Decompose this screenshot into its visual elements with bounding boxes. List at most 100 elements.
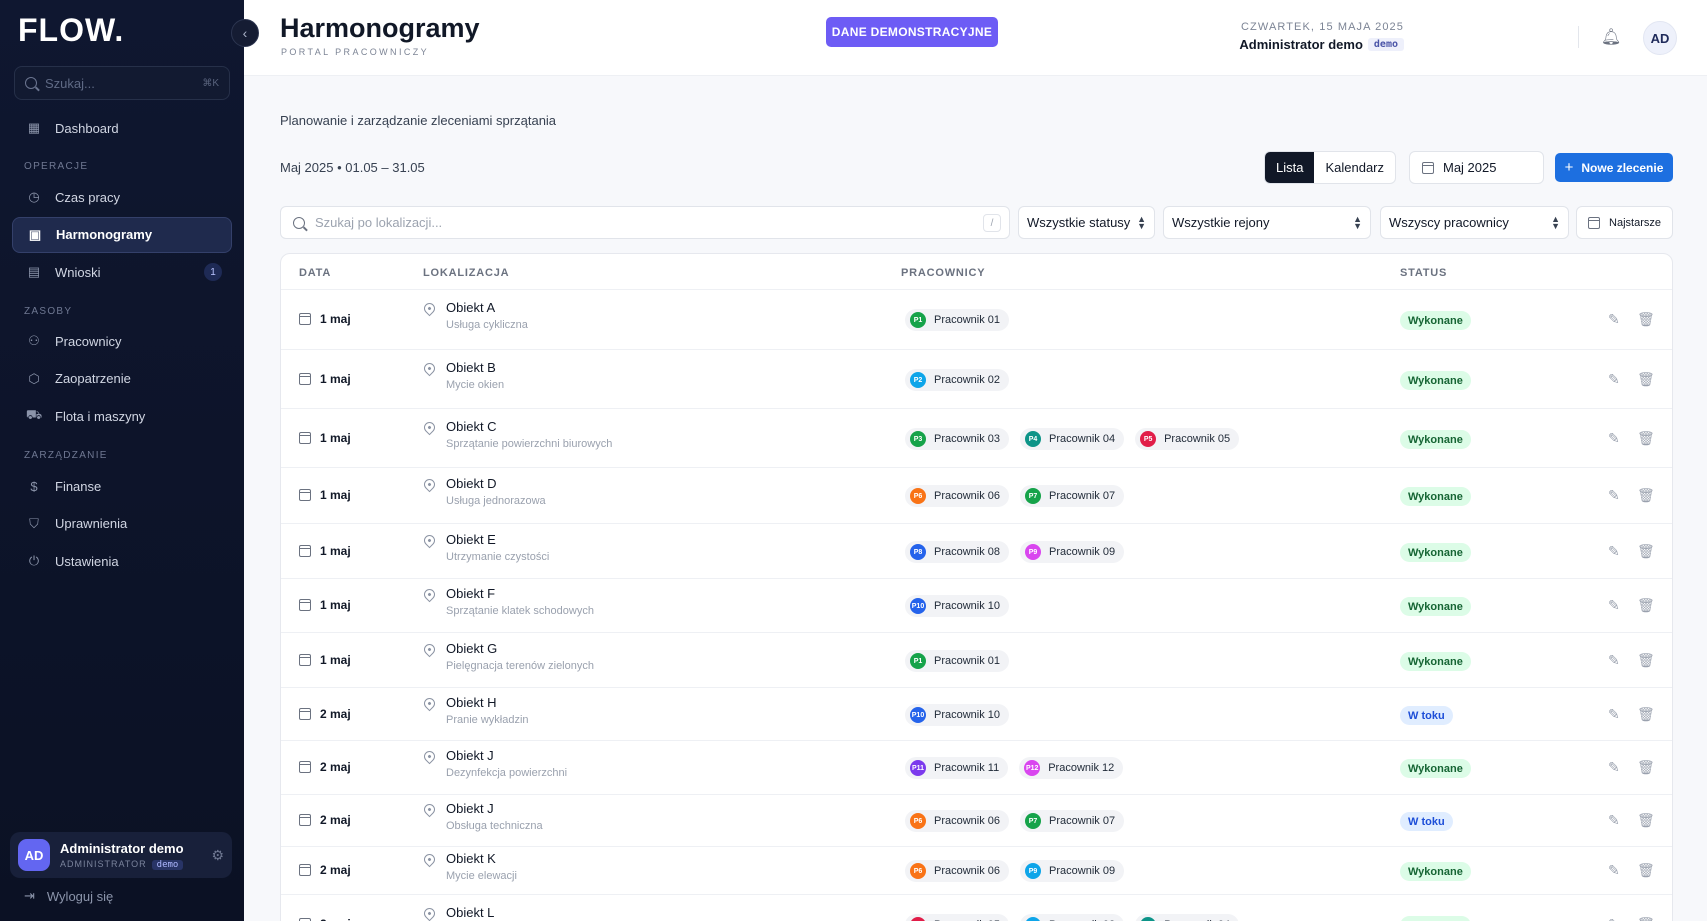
edit-icon[interactable]: ✎ <box>1608 311 1620 327</box>
table-row[interactable]: 2 maj Obiekt J Dezynfekcja powierzchni P11 P… <box>281 741 1672 795</box>
col-location[interactable]: LOKALIZACJA <box>423 267 510 279</box>
nav-section-title: ZASOBY <box>24 306 73 317</box>
region-filter-select[interactable]: Wszystkie rejony ▲ ▼ <box>1163 206 1371 239</box>
sidebar-item-uprawnienia[interactable]: ⛉ Uprawnienia <box>12 506 232 542</box>
worker-chip[interactable]: P5 Pracownik 05 <box>905 914 1010 921</box>
bell-icon[interactable]: 🔔︎ <box>1600 29 1622 46</box>
sidebar-item-flota-i-maszyny[interactable]: ⛟ Flota i maszyny <box>12 398 232 434</box>
page-subtitle: PORTAL PRACOWNICZY <box>281 47 430 57</box>
row-location: Obiekt B Mycie okien <box>421 360 504 391</box>
edit-icon[interactable]: ✎ <box>1608 862 1620 878</box>
document-icon: ▤ <box>27 264 41 279</box>
col-date[interactable]: DATA <box>299 267 332 279</box>
trash-icon[interactable]: 🗑︎ <box>1637 759 1655 775</box>
worker-chip[interactable]: P1 Pracownik 01 <box>905 309 1010 331</box>
table-row[interactable]: 1 maj Obiekt D Usługa jednorazowa P6 Pracown… <box>281 468 1672 524</box>
demo-data-button[interactable]: DANE DEMONSTRACYJNE <box>826 17 998 47</box>
edit-icon[interactable]: ✎ <box>1608 812 1620 828</box>
trash-icon[interactable]: 🗑︎ <box>1637 862 1655 878</box>
sidebar-item-czas-pracy[interactable]: ◷ Czas pracy <box>12 179 232 215</box>
edit-icon[interactable]: ✎ <box>1608 487 1620 503</box>
worker-avatar: P4 <box>1025 431 1042 447</box>
trash-icon[interactable]: 🗑︎ <box>1637 371 1655 387</box>
worker-chip[interactable]: P4 Pracownik 04 <box>1135 914 1240 921</box>
table-row[interactable]: 2 maj Obiekt LSprzątanie po remoncie P5 Pra… <box>281 895 1672 921</box>
sidebar-item-finanse[interactable]: $ Finanse <box>12 468 232 504</box>
table-row[interactable]: 2 maj Obiekt J Obsługa techniczna P6 Pracown… <box>281 795 1672 847</box>
worker-chip[interactable]: P2 Pracownik 02 <box>1020 914 1125 921</box>
worker-chip[interactable]: P12 Pracownik 12 <box>1019 757 1124 779</box>
edit-icon[interactable]: ✎ <box>1608 652 1620 668</box>
sort-button[interactable]: Najstarsze <box>1576 206 1673 239</box>
collapse-sidebar-button[interactable]: ‹ <box>231 19 259 47</box>
trash-icon[interactable]: 🗑︎ <box>1637 311 1655 327</box>
worker-chip[interactable]: P6 Pracownik 06 <box>905 860 1010 882</box>
worker-chip[interactable]: P6 Pracownik 06 <box>905 810 1010 832</box>
sidebar-search-input[interactable]: Szukaj... ⌘K <box>14 66 230 100</box>
view-list-button[interactable]: Lista <box>1265 152 1315 183</box>
trash-icon[interactable]: 🗑︎ <box>1637 706 1655 722</box>
table-row[interactable]: 1 maj Obiekt C Sprzątanie powierzchni biur… <box>281 409 1672 468</box>
sidebar-item-label: Uprawnienia <box>55 516 128 531</box>
trash-icon[interactable]: 🗑︎ <box>1637 487 1655 503</box>
table-row[interactable]: 2 maj Obiekt K Mycie elewacji P6 Pracownik 0… <box>281 847 1672 895</box>
row-date: 2 maj <box>299 917 351 921</box>
worker-chip[interactable]: P9 Pracownik 09 <box>1020 860 1125 882</box>
table-row[interactable]: 1 maj Obiekt G Pielęgnacja terenów zielony… <box>281 633 1672 688</box>
month-picker[interactable]: Maj 2025 <box>1409 151 1544 184</box>
new-order-button[interactable]: + Nowe zlecenie <box>1555 153 1673 182</box>
table-row[interactable]: 2 maj Obiekt H Pranie wykładzin P10 Pracowni… <box>281 688 1672 741</box>
trash-icon[interactable]: 🗑︎ <box>1637 652 1655 668</box>
sidebar-user-card[interactable]: AD Administrator demo ADMINISTRATOR demo … <box>10 832 232 878</box>
worker-chip[interactable]: P1 Pracownik 01 <box>905 650 1010 672</box>
edit-icon[interactable]: ✎ <box>1608 371 1620 387</box>
table-row[interactable]: 1 maj Obiekt B Mycie okien P2 Pracownik 02 Wy… <box>281 350 1672 409</box>
edit-icon[interactable]: ✎ <box>1608 430 1620 446</box>
worker-chip[interactable]: P10 Pracownik 10 <box>905 595 1010 617</box>
trash-icon[interactable]: 🗑︎ <box>1637 812 1655 828</box>
location-name: Obiekt K <box>446 851 496 866</box>
edit-icon[interactable]: ✎ <box>1608 597 1620 613</box>
table-row[interactable]: 1 maj Obiekt A Usługa cykliczna P1 Pracownik… <box>281 290 1672 350</box>
worker-chip[interactable]: P11 Pracownik 11 <box>905 757 1009 779</box>
table-row[interactable]: 1 maj Obiekt E Utrzymanie czystości P8 Praco… <box>281 524 1672 579</box>
worker-chip[interactable]: P6 Pracownik 06 <box>905 485 1010 507</box>
table-row[interactable]: 1 maj Obiekt F Sprzątanie klatek schodowyc… <box>281 579 1672 633</box>
worker-chip[interactable]: P8 Pracownik 08 <box>905 541 1010 563</box>
edit-icon[interactable]: ✎ <box>1608 706 1620 722</box>
col-status[interactable]: STATUS <box>1400 267 1448 279</box>
worker-chip[interactable]: P7 Pracownik 07 <box>1020 485 1125 507</box>
trash-icon[interactable]: 🗑︎ <box>1637 543 1655 559</box>
sidebar-item-ustawienia[interactable]: ⏻ Ustawienia <box>12 543 232 579</box>
sidebar-item-zaopatrzenie[interactable]: ⬡ Zaopatrzenie <box>12 361 232 397</box>
sidebar-item-pracownicy[interactable]: ⚇ Pracownicy <box>12 323 232 359</box>
edit-icon[interactable]: ✎ <box>1608 916 1620 921</box>
trash-icon[interactable]: 🗑︎ <box>1637 916 1655 921</box>
sidebar-item-wnioski[interactable]: ▤ Wnioski 1 <box>12 254 232 290</box>
plug-icon: ⏻ <box>28 553 40 568</box>
status-filter-select[interactable]: Wszystkie statusy ▲ ▼ <box>1018 206 1155 239</box>
workers-filter-select[interactable]: Wszyscy pracownicy ▲ ▼ <box>1380 206 1569 239</box>
col-workers[interactable]: PRACOWNICY <box>901 267 986 279</box>
edit-icon[interactable]: ✎ <box>1608 759 1620 775</box>
edit-icon[interactable]: ✎ <box>1608 543 1620 559</box>
sidebar-item-label: Zaopatrzenie <box>55 371 131 386</box>
worker-chip[interactable]: P5 Pracownik 05 <box>1135 428 1240 450</box>
trash-icon[interactable]: 🗑︎ <box>1637 430 1655 446</box>
gear-icon[interactable]: ⚙ <box>211 846 224 863</box>
worker-chip[interactable]: P3 Pracownik 03 <box>905 428 1010 450</box>
sidebar-item-harmonogramy[interactable]: ▣ Harmonogramy <box>12 216 232 253</box>
trash-icon[interactable]: 🗑︎ <box>1637 597 1655 613</box>
view-calendar-button[interactable]: Kalendarz <box>1325 160 1385 175</box>
sidebar-item-dashboard[interactable]: ▦ Dashboard <box>12 110 232 146</box>
avatar[interactable]: AD <box>1643 21 1677 55</box>
worker-chip[interactable]: P7 Pracownik 07 <box>1020 810 1125 832</box>
worker-avatar: P10 <box>910 707 926 723</box>
location-search-input[interactable]: Szukaj po lokalizacji... / <box>280 206 1010 239</box>
worker-chip[interactable]: P10 Pracownik 10 <box>905 704 1010 726</box>
status-badge: Wykonane <box>1400 916 1471 921</box>
worker-chip[interactable]: P4 Pracownik 04 <box>1020 428 1125 450</box>
worker-chip[interactable]: P9 Pracownik 09 <box>1020 541 1125 563</box>
worker-chip[interactable]: P2 Pracownik 02 <box>905 369 1010 391</box>
logout-link[interactable]: ⇥ Wyloguj się <box>24 888 113 904</box>
